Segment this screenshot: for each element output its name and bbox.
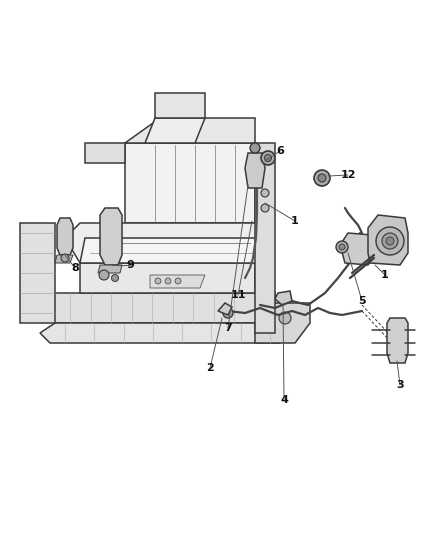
Text: 7: 7 [224, 323, 232, 333]
Text: 8: 8 [71, 263, 79, 273]
Polygon shape [145, 118, 205, 143]
Polygon shape [65, 223, 270, 263]
Circle shape [261, 189, 269, 197]
Polygon shape [20, 223, 55, 323]
Circle shape [175, 278, 181, 284]
Polygon shape [368, 215, 408, 265]
Text: 11: 11 [230, 290, 246, 300]
Polygon shape [155, 93, 205, 118]
Circle shape [165, 278, 171, 284]
Polygon shape [255, 143, 275, 333]
Polygon shape [38, 293, 275, 323]
Circle shape [279, 312, 291, 324]
Text: 1: 1 [381, 270, 389, 280]
Polygon shape [218, 303, 232, 315]
Circle shape [155, 278, 161, 284]
Circle shape [382, 233, 398, 249]
Text: 6: 6 [276, 146, 284, 156]
Polygon shape [125, 118, 255, 143]
Polygon shape [80, 263, 255, 293]
Text: 9: 9 [126, 260, 134, 270]
Circle shape [99, 270, 109, 280]
Circle shape [261, 151, 275, 165]
Text: 1: 1 [291, 216, 299, 226]
Polygon shape [85, 143, 125, 163]
Circle shape [339, 244, 345, 250]
Circle shape [376, 227, 404, 255]
Polygon shape [98, 265, 122, 273]
Polygon shape [80, 238, 270, 263]
Polygon shape [100, 208, 122, 265]
Circle shape [336, 241, 348, 253]
Polygon shape [255, 303, 310, 343]
Polygon shape [387, 318, 408, 363]
Circle shape [265, 155, 272, 161]
Text: 2: 2 [206, 363, 214, 373]
Circle shape [386, 237, 394, 245]
Polygon shape [150, 275, 205, 288]
Polygon shape [275, 291, 292, 305]
Circle shape [61, 254, 69, 262]
Circle shape [314, 170, 330, 186]
Polygon shape [40, 323, 295, 343]
Circle shape [318, 174, 326, 182]
Polygon shape [340, 233, 375, 265]
Circle shape [261, 204, 269, 212]
Polygon shape [55, 255, 73, 263]
Text: 12: 12 [340, 170, 356, 180]
Circle shape [250, 143, 260, 153]
Polygon shape [245, 153, 265, 188]
Circle shape [223, 308, 233, 318]
Circle shape [112, 274, 119, 281]
Text: 4: 4 [280, 395, 288, 405]
Text: 3: 3 [396, 380, 404, 390]
Polygon shape [57, 218, 73, 255]
Polygon shape [125, 143, 255, 223]
Text: 5: 5 [358, 296, 366, 306]
